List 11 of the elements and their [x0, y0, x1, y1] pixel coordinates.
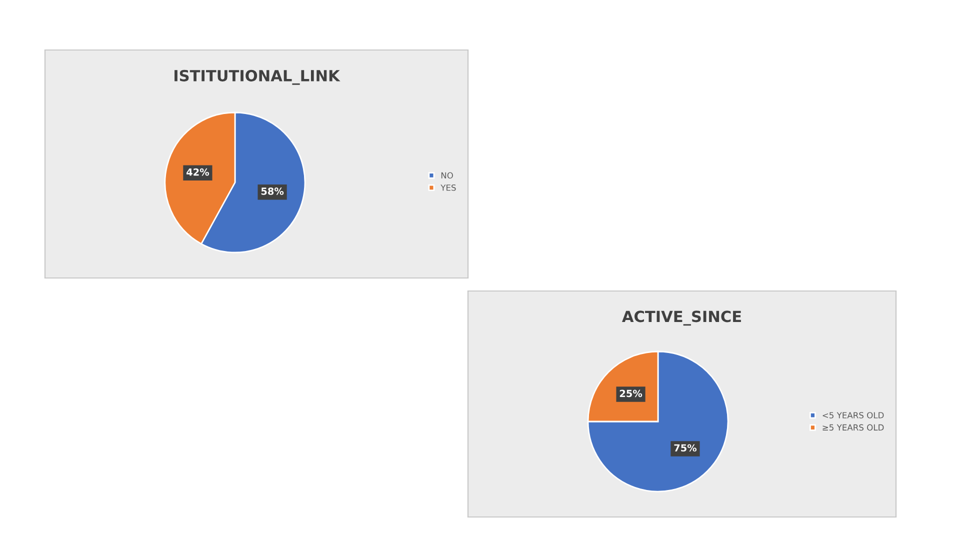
legend-label: NO — [441, 172, 453, 179]
data-label: 25% — [620, 390, 642, 398]
legend-label: ≥5 YEARS OLD — [822, 424, 884, 431]
data-label: 75% — [674, 444, 697, 452]
chart-title: ISTITUTIONAL_LINK — [174, 70, 340, 85]
chart-title: ACTIVE_SINCE — [622, 310, 741, 326]
pie-slice — [587, 350, 729, 492]
legend-label: <5 YEARS OLD — [822, 412, 884, 418]
data-label: 42% — [186, 168, 210, 176]
data-label: 58% — [261, 188, 284, 195]
legend-label: YES — [440, 184, 456, 191]
